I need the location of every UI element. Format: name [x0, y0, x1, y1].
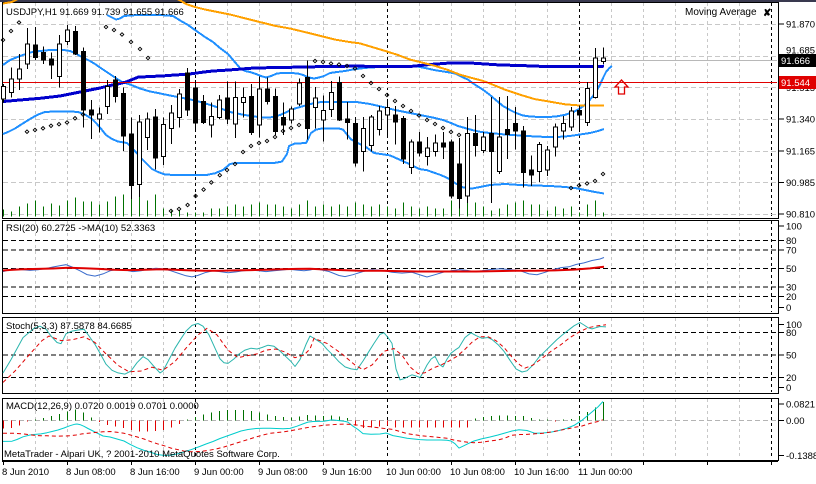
svg-text:11 Jun 00:00: 11 Jun 00:00 — [578, 467, 632, 478]
svg-text:50: 50 — [786, 264, 797, 275]
svg-text:10 Jun 00:00: 10 Jun 00:00 — [386, 467, 441, 478]
svg-text:-0.1388: -0.1388 — [786, 451, 816, 462]
svg-text:100: 100 — [786, 222, 802, 233]
svg-text:✘: ✘ — [763, 8, 771, 19]
svg-text:9 Jun 00:00: 9 Jun 00:00 — [194, 467, 244, 478]
svg-text:0.0821: 0.0821 — [786, 399, 815, 410]
svg-text:9 Jun 16:00: 9 Jun 16:00 — [322, 467, 372, 478]
svg-text:91.666: 91.666 — [781, 56, 810, 67]
svg-text:RSI(20) 60.2725 ->MA(10) 52.3: RSI(20) 60.2725 ->MA(10) 52.3363 — [6, 223, 155, 234]
svg-text:20: 20 — [786, 373, 797, 384]
svg-text:100: 100 — [786, 320, 802, 331]
svg-text:90.985: 90.985 — [786, 178, 815, 189]
svg-text:8 Jun 16:00: 8 Jun 16:00 — [130, 467, 180, 478]
svg-text:91.544: 91.544 — [781, 78, 810, 89]
svg-text:0: 0 — [786, 303, 791, 314]
svg-text:90.810: 90.810 — [786, 210, 815, 221]
svg-text:80: 80 — [786, 328, 797, 339]
svg-text:70: 70 — [786, 245, 797, 256]
svg-text:80: 80 — [786, 236, 797, 247]
svg-text:20: 20 — [786, 292, 797, 303]
svg-text:91.685: 91.685 — [786, 46, 815, 57]
svg-text:9 Jun 08:00: 9 Jun 08:00 — [258, 467, 308, 478]
svg-text:91.340: 91.340 — [786, 115, 815, 126]
svg-text:8 Jun 2010: 8 Jun 2010 — [2, 467, 49, 478]
svg-text:MetaTrader - Alpari UK, ? 2001: MetaTrader - Alpari UK, ? 2001-2010 Meta… — [4, 449, 280, 460]
svg-text:Moving Average: Moving Average — [685, 7, 757, 18]
svg-text:USDJPY,H1 91.669 91.739 91.65: USDJPY,H1 91.669 91.739 91.655 91.666 — [6, 7, 184, 18]
svg-text:30: 30 — [786, 283, 797, 294]
svg-text:MACD(12,26,9) 0.0720 0.0019 0.: MACD(12,26,9) 0.0720 0.0019 0.0701 0.000… — [6, 401, 199, 412]
svg-text:0.00: 0.00 — [786, 416, 805, 427]
svg-text:91.165: 91.165 — [786, 146, 815, 157]
svg-text:10 Jun 08:00: 10 Jun 08:00 — [450, 467, 505, 478]
svg-text:91.870: 91.870 — [786, 20, 815, 31]
svg-text:10 Jun 16:00: 10 Jun 16:00 — [514, 467, 569, 478]
svg-text:Stoch(5,3,3) 87.5878 84.6685: Stoch(5,3,3) 87.5878 84.6685 — [6, 321, 132, 332]
svg-text:0: 0 — [786, 383, 791, 394]
svg-text:50: 50 — [786, 351, 797, 362]
svg-text:8 Jun 08:00: 8 Jun 08:00 — [66, 467, 116, 478]
